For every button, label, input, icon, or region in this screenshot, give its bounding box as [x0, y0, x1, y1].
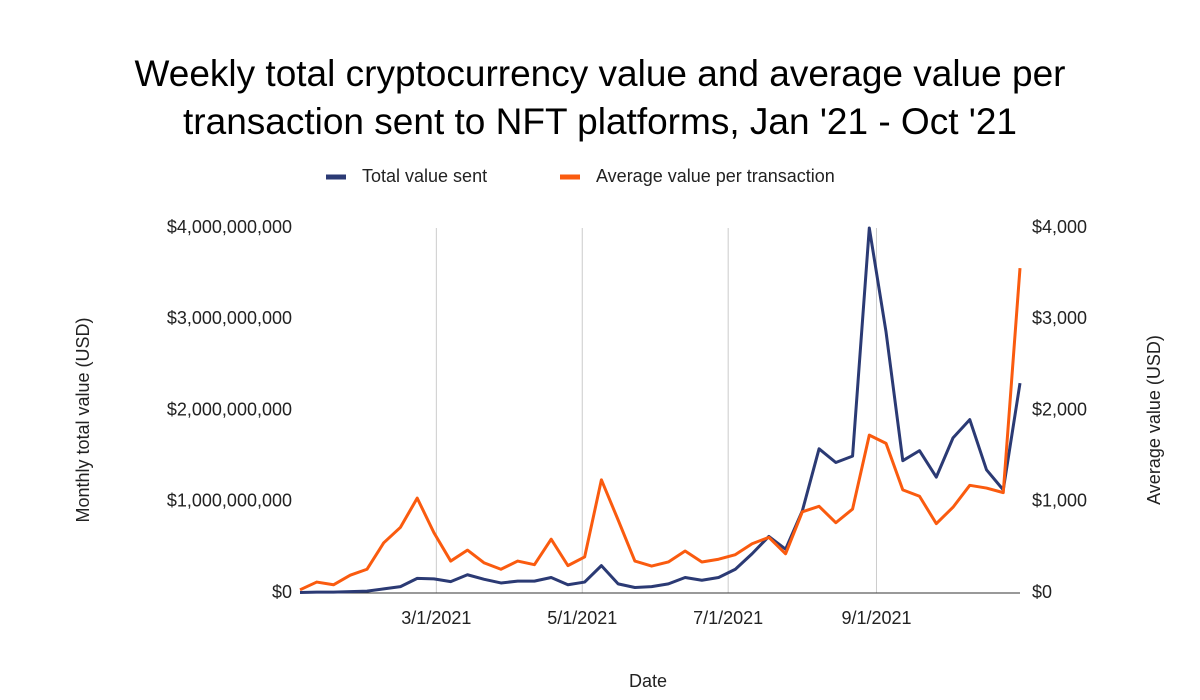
y-tick-label: $4,000,000,000 — [167, 217, 292, 237]
y-tick-label: $1,000,000,000 — [167, 491, 292, 511]
y-axis-title: Monthly total value (USD) — [73, 317, 93, 522]
y2-tick-label: $4,000 — [1032, 217, 1087, 237]
chart-title: Weekly total cryptocurrency value and av… — [134, 53, 1066, 142]
series-line — [299, 268, 1022, 592]
y-tick-label: $3,000,000,000 — [167, 308, 292, 328]
y-tick-label: $2,000,000,000 — [167, 399, 292, 419]
y2-tick-label: $2,000 — [1032, 399, 1087, 419]
y2-tick-label: $3,000 — [1032, 308, 1087, 328]
x-tick-label: 5/1/2021 — [547, 608, 617, 628]
y2-tick-label: $1,000 — [1032, 491, 1087, 511]
x-tick-label: 7/1/2021 — [693, 608, 763, 628]
series-line — [299, 226, 1022, 595]
x-tick-label: 3/1/2021 — [401, 608, 471, 628]
x-axis-title: Date — [629, 671, 667, 691]
legend-label: Total value sent — [362, 166, 487, 186]
y2-axis-title: Average value (USD) — [1144, 335, 1164, 505]
y-tick-label: $0 — [272, 582, 292, 602]
legend-label: Average value per transaction — [596, 166, 835, 186]
y2-tick-label: $0 — [1032, 582, 1052, 602]
x-tick-label: 9/1/2021 — [841, 608, 911, 628]
